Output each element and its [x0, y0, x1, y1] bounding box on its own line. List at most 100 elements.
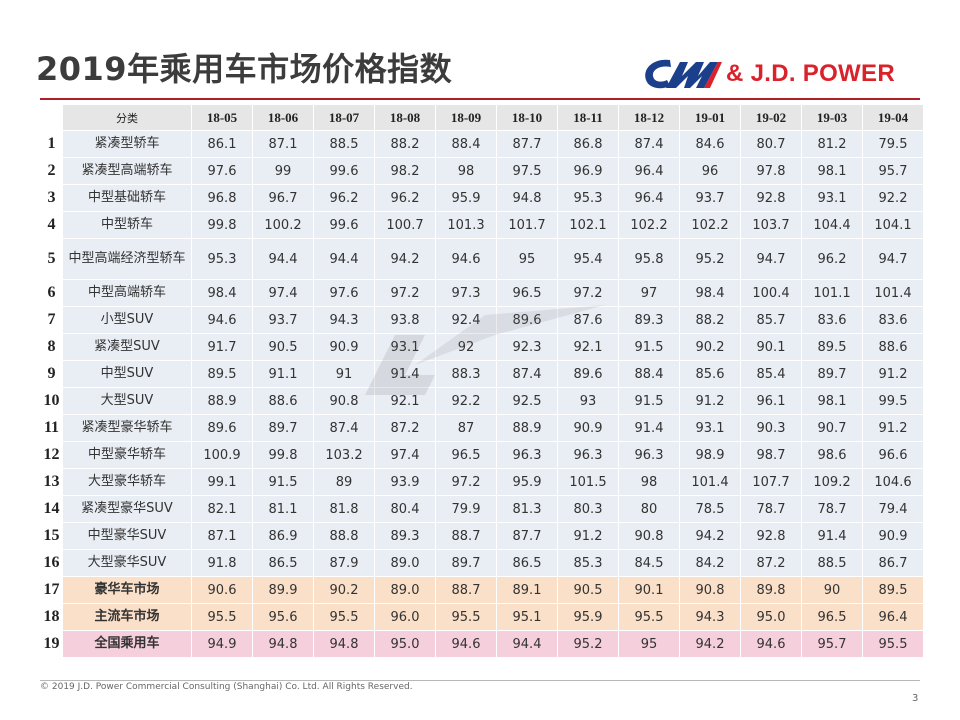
category-cell: 大型豪华轿车: [62, 468, 192, 496]
row-index: 7: [40, 306, 63, 334]
row-index: 13: [40, 468, 63, 496]
value-cell: 97.6: [313, 279, 375, 307]
value-cell: 89.0: [374, 576, 436, 604]
value-cell: 78.7: [801, 495, 863, 523]
value-cell: 88.7: [435, 576, 497, 604]
value-cell: 97.4: [374, 441, 436, 469]
value-cell: 101.7: [496, 211, 558, 239]
copyright-notice: © 2019 J.D. Power Commercial Consulting …: [40, 682, 413, 692]
value-cell: 97.5: [496, 157, 558, 185]
table-row: 5 中型高端经济型轿车 95.3 94.4 94.4 94.2 94.6 95 95.4 95.8…: [40, 238, 924, 280]
category-cell: 中型SUV: [62, 360, 192, 388]
table-row: 12 中型豪华轿车 100.9 99.8 103.2 97.4 96.5 96.3 96.3 96…: [40, 441, 924, 469]
value-cell: 91.5: [618, 333, 680, 361]
value-cell: 81.8: [313, 495, 375, 523]
value-cell: 87.7: [496, 522, 558, 550]
value-cell: 99.8: [191, 211, 253, 239]
row-index: 15: [40, 522, 63, 550]
value-cell: 98.4: [191, 279, 253, 307]
category-header: 分类: [62, 104, 192, 131]
value-cell: 94.6: [191, 306, 253, 334]
table-row: 15 中型豪华SUV 87.1 86.9 88.8 89.3 88.7 87.7 91.2 90.…: [40, 522, 924, 550]
category-cell: 紧凑型豪华轿车: [62, 414, 192, 442]
value-cell: 97.6: [191, 157, 253, 185]
jd-power-logo-text: & J.D. POWER: [726, 60, 895, 87]
value-cell: 96.6: [862, 441, 924, 469]
value-cell: 89.6: [191, 414, 253, 442]
value-cell: 86.9: [252, 522, 314, 550]
row-index: 11: [40, 414, 63, 442]
table-row: 13 大型豪华轿车 99.1 91.5 89 93.9 97.2 95.9 101.5 98 101…: [40, 468, 924, 496]
value-cell: 98.6: [801, 441, 863, 469]
value-cell: 95.6: [252, 603, 314, 631]
value-cell: 96.4: [862, 603, 924, 631]
value-cell: 96.3: [496, 441, 558, 469]
table-row: 1 紧凑型轿车 86.1 87.1 88.5 88.2 88.4 87.7 86.8 87.4 84…: [40, 130, 924, 158]
value-cell: 98.1: [801, 387, 863, 415]
value-cell: 94.7: [862, 238, 924, 280]
value-cell: 90.5: [252, 333, 314, 361]
value-cell: 90.8: [679, 576, 741, 604]
value-cell: 95.3: [557, 184, 619, 212]
category-cell: 大型豪华SUV: [62, 549, 192, 577]
value-cell: 78.7: [740, 495, 802, 523]
category-cell: 紧凑型高端轿车: [62, 157, 192, 185]
value-cell: 87.4: [313, 414, 375, 442]
value-cell: 96.1: [740, 387, 802, 415]
row-index: 9: [40, 360, 63, 388]
value-cell: 92: [435, 333, 497, 361]
value-cell: 90.2: [679, 333, 741, 361]
row-index: 4: [40, 211, 63, 239]
value-cell: 96.5: [435, 441, 497, 469]
value-cell: 95.2: [679, 238, 741, 280]
value-cell: 96.5: [496, 279, 558, 307]
value-cell: 86.1: [191, 130, 253, 158]
value-cell: 95.9: [435, 184, 497, 212]
value-cell: 85.6: [679, 360, 741, 388]
table-row: 18 主流车市场 95.5 95.6 95.5 96.0 95.5 95.1 95.9 95.5 9…: [40, 603, 924, 631]
value-cell: 87.4: [618, 130, 680, 158]
value-cell: 88.6: [252, 387, 314, 415]
value-cell: 101.3: [435, 211, 497, 239]
value-cell: 94.8: [313, 630, 375, 658]
month-header: 19-02: [740, 104, 802, 131]
value-cell: 90.1: [740, 333, 802, 361]
row-index: 10: [40, 387, 63, 415]
value-cell: 95.1: [496, 603, 558, 631]
month-header: 19-01: [679, 104, 741, 131]
category-cell: 中型基础轿车: [62, 184, 192, 212]
value-cell: 82.1: [191, 495, 253, 523]
value-cell: 96.7: [252, 184, 314, 212]
value-cell: 96: [679, 157, 741, 185]
value-cell: 87.2: [740, 549, 802, 577]
value-cell: 89: [313, 468, 375, 496]
value-cell: 79.9: [435, 495, 497, 523]
value-cell: 90.7: [801, 414, 863, 442]
value-cell: 95.5: [191, 603, 253, 631]
value-cell: 101.4: [679, 468, 741, 496]
value-cell: 88.9: [496, 414, 558, 442]
value-cell: 91.4: [801, 522, 863, 550]
value-cell: 88.5: [313, 130, 375, 158]
value-cell: 84.6: [679, 130, 741, 158]
value-cell: 102.2: [618, 211, 680, 239]
value-cell: 92.1: [374, 387, 436, 415]
value-cell: 89.5: [191, 360, 253, 388]
value-cell: 94.8: [252, 630, 314, 658]
value-cell: 85.3: [557, 549, 619, 577]
value-cell: 102.2: [679, 211, 741, 239]
value-cell: 89.3: [618, 306, 680, 334]
value-cell: 97.4: [252, 279, 314, 307]
value-cell: 95.7: [862, 157, 924, 185]
value-cell: 79.5: [862, 130, 924, 158]
value-cell: 84.5: [618, 549, 680, 577]
value-cell: 87.4: [496, 360, 558, 388]
value-cell: 93.9: [374, 468, 436, 496]
category-cell: 中型高端轿车: [62, 279, 192, 307]
value-cell: 100.9: [191, 441, 253, 469]
value-cell: 94.2: [679, 522, 741, 550]
value-cell: 94.3: [313, 306, 375, 334]
value-cell: 96.3: [557, 441, 619, 469]
value-cell: 95.9: [557, 603, 619, 631]
month-header: 18-11: [557, 104, 619, 131]
